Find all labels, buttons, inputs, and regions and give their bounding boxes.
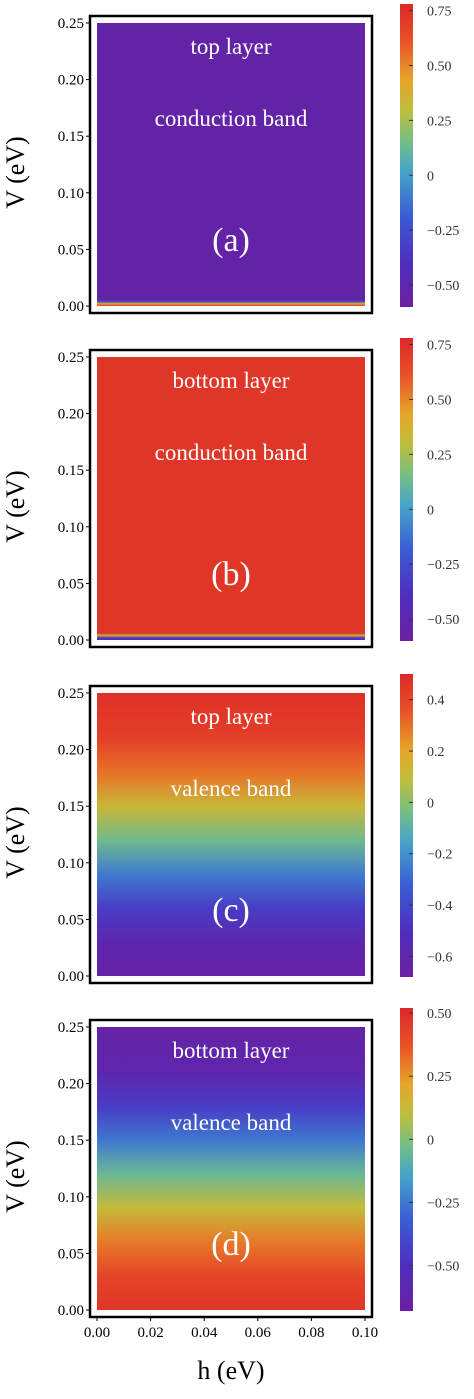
y-tick-label: 0.15: [58, 799, 84, 815]
colorbar-tick-label: −0.25: [427, 224, 459, 239]
colorbar-tick-label: −0.50: [427, 613, 459, 628]
panel-a: 0.00 0.05 0.10 0.15 0.20 0.25 V (eV) top layer c…: [1, 4, 459, 315]
panel-label: (d): [211, 1226, 251, 1263]
heatmap-area: [97, 693, 365, 976]
y-tick-label: 0.00: [58, 633, 84, 649]
y-axis-title: V (eV): [1, 806, 30, 878]
y-tick-label: 0.00: [58, 969, 84, 985]
y-axis-title: V (eV): [1, 136, 30, 208]
colorbar-tick-label: 0: [427, 1133, 434, 1148]
colorbar-tick-label: −0.4: [427, 899, 452, 914]
plot-annotation-band: valence band: [171, 776, 292, 801]
y-tick-label: 0.10: [58, 1190, 84, 1206]
colorbar-tick-label: 0: [427, 503, 434, 518]
panel-b: 0.00 0.05 0.10 0.15 0.20 0.25 V (eV) bottom lay…: [1, 338, 459, 649]
colorbar-tick-label: 0.25: [427, 1070, 452, 1085]
x-tick-label: 0.10: [352, 1325, 378, 1341]
plot-annotation-layer: top layer: [190, 34, 271, 59]
plot-annotation-band: valence band: [171, 1110, 292, 1135]
colorbar-tick-label: 0.50: [427, 59, 452, 74]
colorbar: [400, 338, 413, 641]
panel-c: 0.000.050.100.150.200.25V (eV)top layerv…: [1, 674, 452, 985]
colorbar-tick-label: 0: [427, 169, 434, 184]
y-tick-label: 0.05: [58, 576, 84, 592]
plot-annotation-band: conduction band: [155, 440, 308, 465]
colorbar-tick-label: 0.25: [427, 114, 452, 129]
plot-frame: [88, 14, 374, 315]
y-tick-label: 0.20: [58, 1077, 84, 1093]
heatmap-area: [97, 357, 365, 640]
colorbar: [400, 1008, 413, 1311]
colorbar-tick-label: −0.25: [427, 1196, 459, 1211]
x-axis-title: h (eV): [197, 1356, 264, 1385]
y-tick-label: 0.25: [58, 350, 84, 366]
colorbar-tick-label: −0.2: [427, 848, 452, 863]
colorbar-tick-label: 0.50: [427, 393, 452, 408]
colorbar-tick-label: −0.6: [427, 950, 452, 965]
colorbar-tick-label: 0.50: [427, 1007, 452, 1022]
y-tick-label: 0.15: [58, 463, 84, 479]
colorbar-tick-label: 0.75: [427, 5, 452, 20]
heatmap-area: [97, 1027, 365, 1310]
plot-annotation-layer: bottom layer: [173, 1038, 290, 1063]
plot-annotation-band: conduction band: [155, 106, 308, 131]
y-tick-label: 0.15: [58, 129, 84, 145]
colorbar-tick-label: 0: [427, 796, 434, 811]
colorbar-tick-label: 0.25: [427, 448, 452, 463]
y-tick-label: 0.20: [58, 73, 84, 89]
x-tick-label: 0.02: [137, 1325, 163, 1341]
colorbar-tick-label: 0.4: [427, 694, 445, 709]
colorbar-tick-label: 0.2: [427, 745, 445, 760]
panel-label: (c): [212, 892, 250, 929]
x-tick-label: 0.00: [84, 1325, 110, 1341]
colorbar: [400, 4, 413, 307]
y-tick-label: 0.05: [58, 912, 84, 928]
y-tick-label: 0.20: [58, 407, 84, 423]
y-axis-title: V (eV): [1, 1140, 30, 1212]
y-tick-label: 0.10: [58, 520, 84, 536]
y-tick-label: 0.10: [58, 856, 84, 872]
plot-annotation-layer: bottom layer: [173, 368, 290, 393]
colorbar: [400, 674, 413, 977]
plot-frame: [88, 1018, 374, 1319]
plot-frame: [88, 684, 374, 985]
y-tick-label: 0.10: [58, 186, 84, 202]
colorbar-tick-label: −0.25: [427, 558, 459, 573]
y-tick-label: 0.25: [58, 1020, 84, 1036]
plot-frame: [88, 348, 374, 649]
y-tick-label: 0.15: [58, 1133, 84, 1149]
x-tick-label: 0.04: [191, 1325, 218, 1341]
y-tick-label: 0.25: [58, 16, 84, 32]
y-tick-label: 0.00: [58, 1303, 84, 1319]
colorbar-tick-label: −0.50: [427, 1260, 459, 1275]
y-tick-label: 0.00: [58, 299, 84, 315]
colorbar-tick-label: 0.75: [427, 339, 452, 354]
y-tick-label: 0.05: [58, 1246, 84, 1262]
x-tick-label: 0.08: [298, 1325, 324, 1341]
panel-label: (b): [211, 556, 251, 593]
panel-d: 0.00 0.05 0.10 0.15 0.20 0.25 V (eV) 0.00 0.02 0.…: [1, 1007, 459, 1385]
heatmap-area: [97, 23, 365, 306]
y-axis-title: V (eV): [1, 470, 30, 542]
x-tick-label: 0.06: [245, 1325, 272, 1341]
panel-label: (a): [212, 222, 250, 259]
y-tick-label: 0.25: [58, 686, 84, 702]
y-tick-label: 0.20: [58, 743, 84, 759]
y-tick-label: 0.05: [58, 242, 84, 258]
colorbar-tick-label: −0.50: [427, 279, 459, 294]
plot-annotation-layer: top layer: [190, 704, 271, 729]
